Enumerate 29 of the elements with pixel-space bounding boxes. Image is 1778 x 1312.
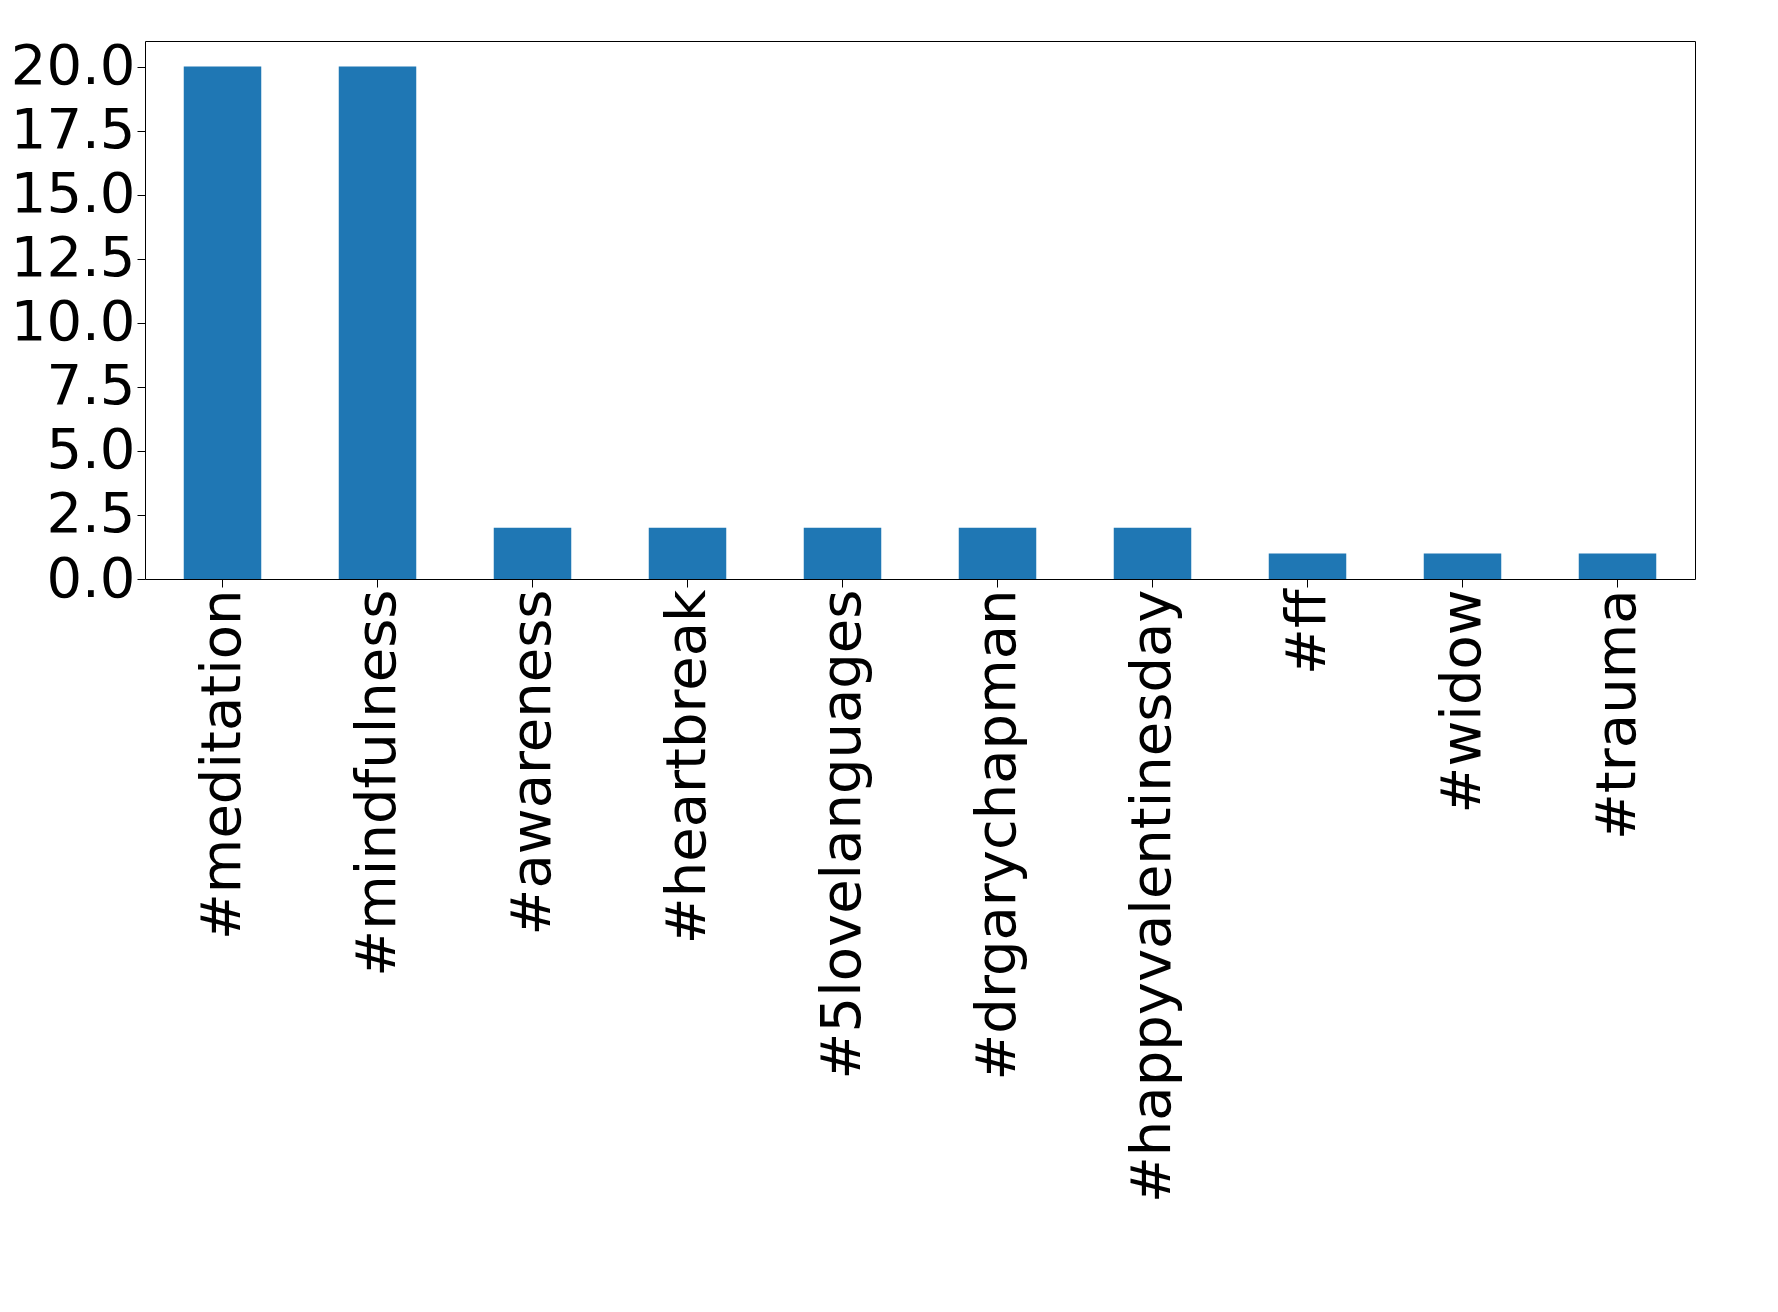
x-tick-label: #drgarychapman (962, 589, 1028, 1081)
y-tick-label: 7.5 (46, 352, 136, 418)
x-tick-label: #widow (1427, 589, 1493, 814)
y-tick-label: 15.0 (10, 160, 136, 226)
bar (1268, 553, 1347, 579)
x-tick-label: #heartbreak (652, 588, 718, 945)
bar (1578, 553, 1657, 579)
y-tick-label: 12.5 (10, 224, 136, 290)
bar (338, 66, 417, 579)
x-tick-label: #meditation (187, 589, 253, 941)
y-tick-label: 20.0 (10, 32, 136, 98)
bar (1423, 553, 1502, 579)
bar (958, 527, 1037, 579)
bar (803, 527, 882, 579)
x-tick-label: #awareness (497, 589, 563, 936)
x-tick-label: #trauma (1582, 589, 1648, 841)
x-tick-label: #mindfulness (342, 589, 408, 977)
y-tick-label: 0.0 (46, 544, 136, 610)
x-tick-label: #5lovelanguages (807, 589, 873, 1080)
bar (1113, 527, 1192, 579)
x-tick-label: #ff (1272, 588, 1338, 676)
y-tick-label: 2.5 (46, 480, 136, 546)
y-tick-label: 5.0 (46, 416, 136, 482)
bar (648, 527, 727, 579)
y-tick-label: 10.0 (10, 288, 136, 354)
x-tick-label: #happyvalentinesday (1117, 589, 1183, 1204)
bar (183, 66, 262, 579)
bar (493, 527, 572, 579)
y-tick-label: 17.5 (10, 96, 136, 162)
